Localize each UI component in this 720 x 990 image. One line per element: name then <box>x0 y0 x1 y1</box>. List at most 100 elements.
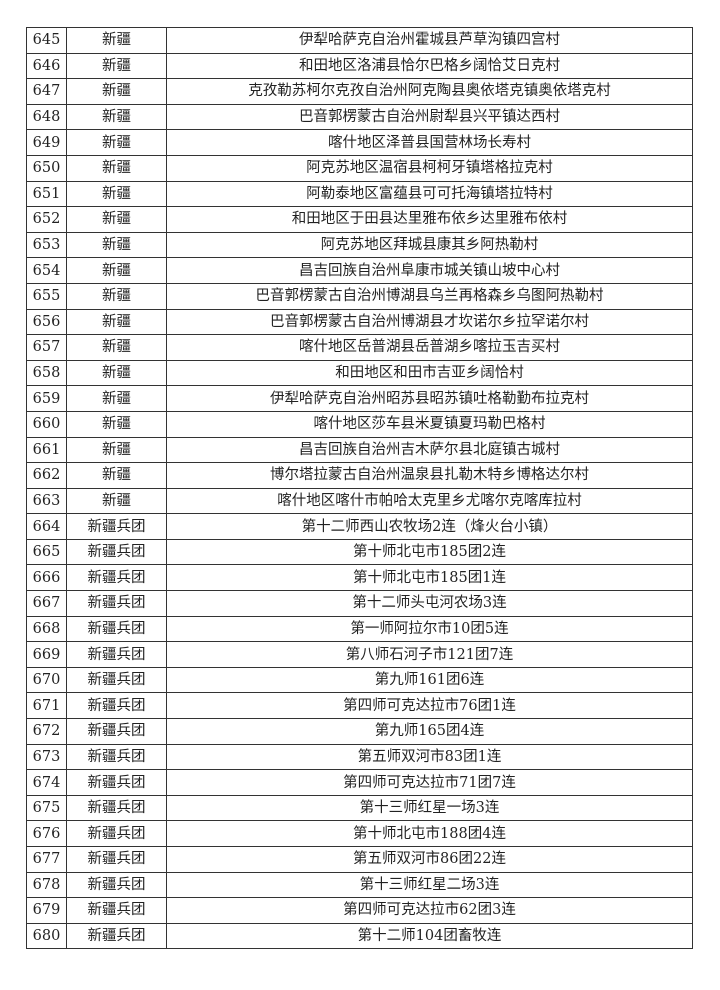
table-row: 661 新疆 昌吉回族自治州吉木萨尔县北庭镇古城村 <box>26 436 693 464</box>
row-number-cell: 667 <box>26 590 67 617</box>
row-number-cell: 647 <box>26 78 67 105</box>
table-row: 646 新疆 和田地区洛浦县恰尔巴格乡阔恰艾日克村 <box>26 52 693 80</box>
row-number-cell: 676 <box>26 820 67 847</box>
row-number-cell: 677 <box>26 846 67 873</box>
region-cell: 新疆 <box>66 334 167 361</box>
row-number-cell: 668 <box>26 615 67 643</box>
row-number-cell: 670 <box>26 666 67 694</box>
table-row: 667 新疆兵团 第十二师头屯河农场3连 <box>26 590 693 617</box>
village-name-cell: 第十三师红星一场3连 <box>166 794 693 822</box>
region-cell: 新疆 <box>66 410 167 438</box>
table-row: 653 新疆 阿克苏地区拜城县康其乡阿热勒村 <box>26 231 693 259</box>
row-number-cell: 665 <box>26 538 67 566</box>
village-name-cell: 第四师可克达拉市71团7连 <box>166 769 693 796</box>
village-name-cell: 巴音郭楞蒙古自治州博湖县才坎诺尔乡拉罕诺尔村 <box>166 308 693 336</box>
village-name-cell: 喀什地区喀什市帕哈太克里乡尤喀尔克喀库拉村 <box>166 487 693 515</box>
table-row: 654 新疆 昌吉回族自治州阜康市城关镇山坡中心村 <box>26 257 693 284</box>
region-cell: 新疆兵团 <box>66 718 167 745</box>
row-number-cell: 666 <box>26 564 67 592</box>
row-number-cell: 648 <box>26 103 67 131</box>
village-name-cell: 阿克苏地区温宿县柯柯牙镇塔格拉克村 <box>166 154 693 182</box>
table-row: 670 新疆兵团 第九师161团6连 <box>26 666 693 694</box>
row-number-cell: 656 <box>26 308 67 336</box>
village-name-cell: 巴音郭楞蒙古自治州博湖县乌兰再格森乡乌图阿热勒村 <box>166 282 693 310</box>
region-cell: 新疆兵团 <box>66 743 167 771</box>
table-row: 672 新疆兵团 第九师165团4连 <box>26 718 693 745</box>
table-row: 651 新疆 阿勒泰地区富蕴县可可托海镇塔拉特村 <box>26 180 693 208</box>
village-name-cell: 第十二师西山农牧场2连（烽火台小镇） <box>166 513 693 540</box>
table-row: 668 新疆兵团 第一师阿拉尔市10团5连 <box>26 615 693 643</box>
table-row: 664 新疆兵团 第十二师西山农牧场2连（烽火台小镇） <box>26 513 693 540</box>
row-number-cell: 662 <box>26 462 67 489</box>
region-cell: 新疆 <box>66 129 167 156</box>
region-cell: 新疆兵团 <box>66 666 167 694</box>
village-name-cell: 第十师北屯市188团4连 <box>166 820 693 847</box>
table-row: 658 新疆 和田地区和田市吉亚乡阔恰村 <box>26 359 693 387</box>
table-row: 677 新疆兵团 第五师双河市86团22连 <box>26 846 693 873</box>
row-number-cell: 652 <box>26 206 67 233</box>
row-number-cell: 680 <box>26 922 67 950</box>
village-name-cell: 喀什地区岳普湖县岳普湖乡喀拉玉吉买村 <box>166 334 693 361</box>
table-row: 666 新疆兵团 第十师北屯市185团1连 <box>26 564 693 592</box>
village-name-cell: 克孜勒苏柯尔克孜自治州阿克陶县奥依塔克镇奥依塔克村 <box>166 78 693 105</box>
village-name-cell: 第八师石河子市121团7连 <box>166 641 693 668</box>
table-row: 678 新疆兵团 第十三师红星二场3连 <box>26 871 693 899</box>
row-number-cell: 674 <box>26 769 67 796</box>
row-number-cell: 646 <box>26 52 67 80</box>
village-name-cell: 阿克苏地区拜城县康其乡阿热勒村 <box>166 231 693 259</box>
region-cell: 新疆 <box>66 436 167 464</box>
region-cell: 新疆 <box>66 462 167 489</box>
row-number-cell: 678 <box>26 871 67 899</box>
region-cell: 新疆 <box>66 154 167 182</box>
region-cell: 新疆 <box>66 52 167 80</box>
table-row: 656 新疆 巴音郭楞蒙古自治州博湖县才坎诺尔乡拉罕诺尔村 <box>26 308 693 336</box>
row-number-cell: 679 <box>26 897 67 924</box>
village-name-cell: 和田地区洛浦县恰尔巴格乡阔恰艾日克村 <box>166 52 693 80</box>
table-row: 675 新疆兵团 第十三师红星一场3连 <box>26 794 693 822</box>
row-number-cell: 657 <box>26 334 67 361</box>
row-number-cell: 672 <box>26 718 67 745</box>
region-cell: 新疆 <box>66 257 167 284</box>
region-cell: 新疆兵团 <box>66 769 167 796</box>
village-name-cell: 第四师可克达拉市62团3连 <box>166 897 693 924</box>
row-number-cell: 671 <box>26 692 67 720</box>
village-list-table: 645 新疆 伊犁哈萨克自治州霍城县芦草沟镇四宫村 646 新疆 和田地区洛浦县恰尔巴格乡… <box>26 27 693 950</box>
village-name-cell: 第四师可克达拉市76团1连 <box>166 692 693 720</box>
region-cell: 新疆 <box>66 385 167 412</box>
village-name-cell: 伊犁哈萨克自治州霍城县芦草沟镇四宫村 <box>166 27 693 54</box>
table-row: 645 新疆 伊犁哈萨克自治州霍城县芦草沟镇四宫村 <box>26 27 693 54</box>
row-number-cell: 654 <box>26 257 67 284</box>
region-cell: 新疆 <box>66 180 167 208</box>
table-row: 665 新疆兵团 第十师北屯市185团2连 <box>26 538 693 566</box>
table-row: 671 新疆兵团 第四师可克达拉市76团1连 <box>26 692 693 720</box>
row-number-cell: 661 <box>26 436 67 464</box>
table-row: 669 新疆兵团 第八师石河子市121团7连 <box>26 641 693 668</box>
table-row: 676 新疆兵团 第十师北屯市188团4连 <box>26 820 693 847</box>
row-number-cell: 660 <box>26 410 67 438</box>
region-cell: 新疆 <box>66 359 167 387</box>
table-row: 660 新疆 喀什地区莎车县米夏镇夏玛勒巴格村 <box>26 410 693 438</box>
region-cell: 新疆兵团 <box>66 538 167 566</box>
row-number-cell: 653 <box>26 231 67 259</box>
village-name-cell: 第五师双河市83团1连 <box>166 743 693 771</box>
village-name-cell: 第十师北屯市185团1连 <box>166 564 693 592</box>
region-cell: 新疆 <box>66 27 167 54</box>
region-cell: 新疆 <box>66 282 167 310</box>
village-name-cell: 阿勒泰地区富蕴县可可托海镇塔拉特村 <box>166 180 693 208</box>
region-cell: 新疆兵团 <box>66 846 167 873</box>
table-row: 649 新疆 喀什地区泽普县国营林场长寿村 <box>26 129 693 156</box>
village-name-cell: 第五师双河市86团22连 <box>166 846 693 873</box>
table-row: 657 新疆 喀什地区岳普湖县岳普湖乡喀拉玉吉买村 <box>26 334 693 361</box>
village-name-cell: 第十二师头屯河农场3连 <box>166 590 693 617</box>
village-name-cell: 和田地区和田市吉亚乡阔恰村 <box>166 359 693 387</box>
region-cell: 新疆兵团 <box>66 641 167 668</box>
village-name-cell: 第一师阿拉尔市10团5连 <box>166 615 693 643</box>
row-number-cell: 669 <box>26 641 67 668</box>
row-number-cell: 655 <box>26 282 67 310</box>
village-name-cell: 第十师北屯市185团2连 <box>166 538 693 566</box>
region-cell: 新疆兵团 <box>66 615 167 643</box>
region-cell: 新疆兵团 <box>66 897 167 924</box>
region-cell: 新疆兵团 <box>66 564 167 592</box>
village-name-cell: 和田地区于田县达里雅布依乡达里雅布依村 <box>166 206 693 233</box>
region-cell: 新疆 <box>66 231 167 259</box>
